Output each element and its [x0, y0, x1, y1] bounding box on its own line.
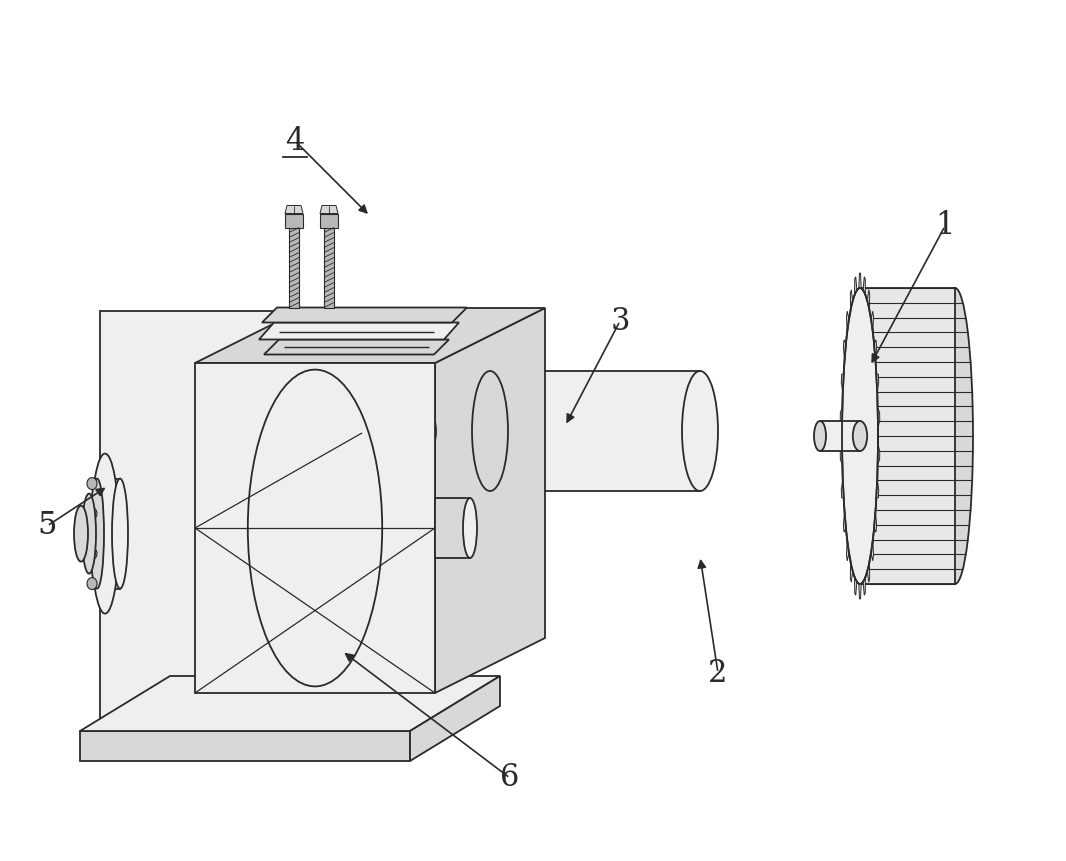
Ellipse shape	[424, 413, 436, 449]
Polygon shape	[874, 511, 876, 532]
Polygon shape	[285, 214, 303, 227]
Ellipse shape	[842, 288, 878, 584]
Polygon shape	[80, 676, 500, 731]
Polygon shape	[876, 375, 878, 393]
Polygon shape	[820, 421, 860, 451]
Polygon shape	[876, 480, 878, 498]
Ellipse shape	[247, 369, 383, 686]
Ellipse shape	[937, 288, 973, 584]
Polygon shape	[871, 540, 873, 561]
Ellipse shape	[87, 578, 97, 590]
Polygon shape	[324, 227, 334, 307]
Ellipse shape	[82, 493, 96, 573]
Polygon shape	[259, 323, 459, 339]
Polygon shape	[851, 289, 853, 310]
Ellipse shape	[112, 479, 128, 589]
Polygon shape	[264, 339, 449, 355]
Polygon shape	[490, 371, 700, 491]
Polygon shape	[855, 276, 857, 295]
Polygon shape	[840, 408, 842, 428]
Polygon shape	[841, 375, 843, 393]
Ellipse shape	[87, 548, 97, 560]
Polygon shape	[80, 731, 410, 761]
Polygon shape	[195, 363, 435, 693]
Polygon shape	[195, 308, 545, 363]
Polygon shape	[840, 444, 842, 463]
Polygon shape	[859, 273, 861, 288]
Text: 5: 5	[37, 511, 56, 542]
Polygon shape	[863, 577, 866, 595]
Polygon shape	[435, 498, 470, 558]
Polygon shape	[855, 577, 857, 595]
Polygon shape	[435, 308, 545, 693]
Polygon shape	[320, 206, 338, 214]
Ellipse shape	[463, 498, 477, 558]
Ellipse shape	[74, 505, 88, 561]
Text: 2: 2	[708, 658, 728, 689]
Ellipse shape	[87, 508, 97, 519]
Polygon shape	[430, 413, 490, 449]
Text: 1: 1	[935, 210, 955, 241]
Polygon shape	[874, 340, 876, 360]
Polygon shape	[843, 511, 846, 532]
Ellipse shape	[814, 421, 826, 451]
Polygon shape	[841, 480, 843, 498]
Polygon shape	[285, 206, 303, 214]
Polygon shape	[877, 444, 879, 463]
Polygon shape	[871, 311, 873, 332]
Ellipse shape	[87, 478, 97, 490]
Polygon shape	[843, 340, 846, 360]
Polygon shape	[851, 562, 853, 582]
Polygon shape	[859, 584, 861, 599]
Polygon shape	[320, 214, 338, 227]
Polygon shape	[100, 311, 390, 731]
Polygon shape	[262, 307, 467, 323]
Polygon shape	[846, 311, 849, 332]
Polygon shape	[846, 540, 849, 561]
Text: 6: 6	[500, 763, 520, 794]
Polygon shape	[860, 288, 955, 584]
Text: 3: 3	[610, 306, 630, 337]
Polygon shape	[877, 408, 879, 428]
Ellipse shape	[472, 371, 508, 491]
Polygon shape	[289, 227, 298, 307]
Polygon shape	[863, 276, 866, 295]
Ellipse shape	[853, 421, 868, 451]
Text: 4: 4	[286, 126, 305, 157]
Polygon shape	[100, 479, 120, 589]
Polygon shape	[410, 676, 500, 761]
Polygon shape	[868, 562, 870, 582]
Polygon shape	[868, 289, 870, 310]
Ellipse shape	[91, 454, 119, 614]
Ellipse shape	[90, 479, 104, 589]
Ellipse shape	[682, 371, 718, 491]
